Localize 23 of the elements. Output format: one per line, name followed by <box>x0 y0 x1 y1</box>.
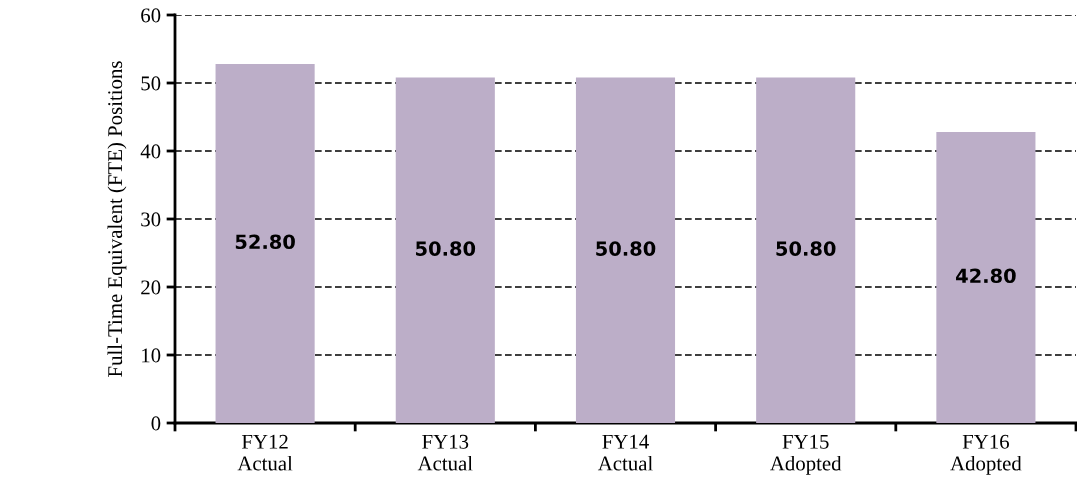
y-tick-label: 0 <box>151 416 161 431</box>
data-label: 52.80 <box>235 234 295 250</box>
data-label: 50.80 <box>776 241 836 256</box>
bar <box>575 77 676 423</box>
x-tick-label: FY14 Actual <box>597 434 653 471</box>
data-label: 42.80 <box>956 268 1016 284</box>
y-axis-title: Full-Time Equivalent (FTE) Positions <box>107 61 127 377</box>
y-tick-label: 50 <box>141 76 161 91</box>
x-tick-label: FY16 Adopted <box>950 434 1022 475</box>
data-label: 50.80 <box>416 241 476 256</box>
bar <box>395 77 495 423</box>
data-label: 50.80 <box>596 241 656 256</box>
x-tick-label: FY15 Adopted <box>770 434 842 475</box>
x-tick-label: FY13 Actual <box>417 434 473 471</box>
x-tick-label: FY12 Actual <box>237 434 293 471</box>
y-tick-label: 40 <box>140 144 161 159</box>
y-tick-label: 10 <box>142 348 161 363</box>
bar <box>936 131 1036 423</box>
y-tick-label: 20 <box>141 280 161 295</box>
bar <box>215 63 315 423</box>
y-tick-label: 30 <box>141 212 161 227</box>
bar <box>756 77 856 423</box>
y-tick-label: 60 <box>141 8 161 23</box>
